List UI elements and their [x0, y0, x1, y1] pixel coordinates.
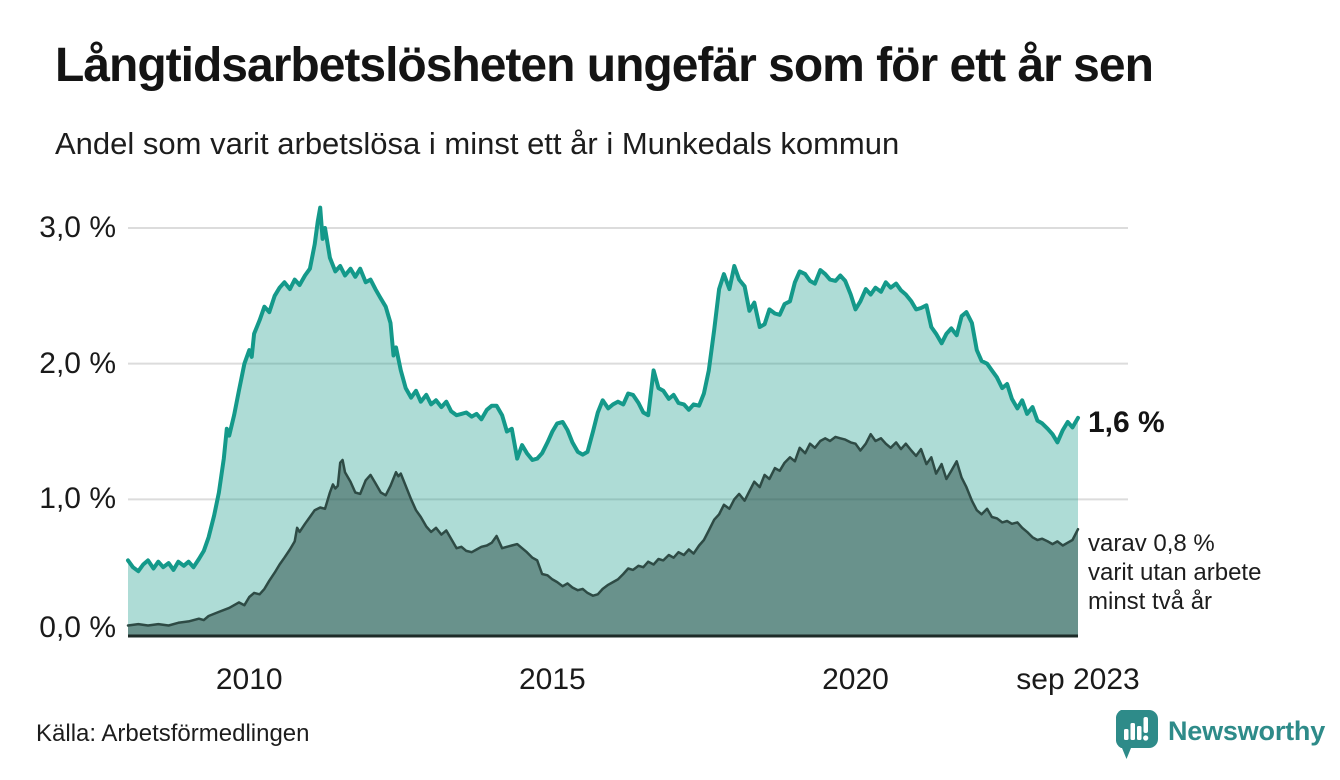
series2-end-label-line3: minst två år [1088, 588, 1213, 615]
x-tick-label: sep 2023 [1016, 663, 1140, 696]
y-tick-label: 2,0 % [39, 346, 116, 380]
series2-end-label-line2: varit utan arbete [1088, 559, 1262, 586]
series2-end-label-line1: varav 0,8 % [1088, 530, 1215, 557]
newsworthy-icon [1116, 710, 1158, 759]
series-2yr-line [126, 432, 1080, 627]
series1-end-label: 1,6 % [1088, 406, 1165, 439]
series2-end-label: varav 0,8 % varit utan arbete minst två … [1088, 529, 1261, 616]
series-1yr-line [126, 205, 1080, 574]
series-2yr-area [128, 434, 1078, 635]
y-tick-label: 3,0 % [39, 211, 116, 244]
newsworthy-wordmark: Newsworthy [1168, 716, 1326, 746]
source-credit: Källa: Arbetsförmedlingen [36, 720, 310, 747]
chart-series [126, 205, 1080, 635]
page-title: Långtidsarbetslösheten ungefär som för e… [55, 39, 1154, 92]
x-tick-label: 2020 [822, 663, 889, 696]
y-tick-label: 0,0 % [39, 611, 116, 644]
x-tick-label: 2010 [215, 663, 283, 696]
newsworthy-logo: Newsworthy [1116, 709, 1325, 761]
y-tick-label: 1,0 % [39, 482, 116, 516]
chart-subtitle: Andel som varit arbetslösa i minst ett å… [55, 126, 900, 161]
x-tick-label: 2015 [519, 663, 586, 696]
